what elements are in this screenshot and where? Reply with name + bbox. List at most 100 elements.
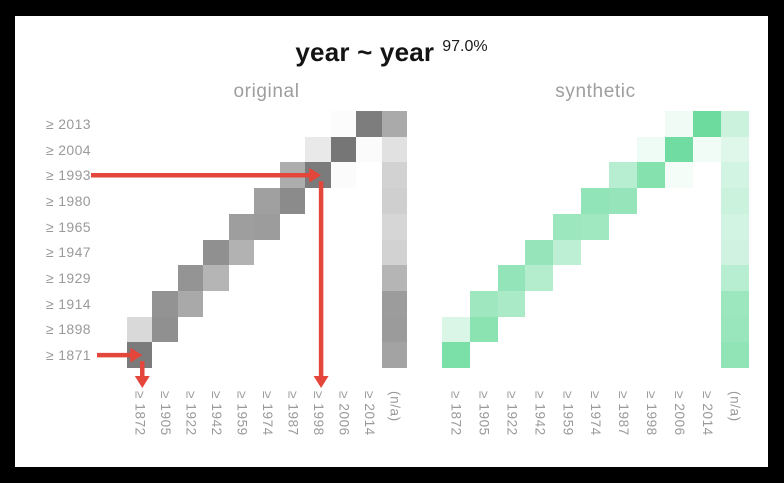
heatmap-cell [152, 316, 178, 343]
heatmap-cell [441, 342, 470, 368]
heatmap-cell [356, 342, 382, 368]
heatmap-cell [178, 342, 204, 368]
heatmap-cell [330, 162, 357, 189]
heatmap-cell [442, 111, 470, 137]
heatmap-cell [305, 317, 331, 343]
heatmap-cell [693, 317, 721, 343]
heatmap-cell [152, 240, 178, 266]
heatmap-cell [203, 342, 229, 368]
heatmap-cell [581, 291, 609, 317]
heatmap-cell [280, 291, 306, 317]
heatmap-cell [442, 188, 470, 214]
heatmap-cell [720, 213, 749, 240]
heatmap-cell [525, 265, 554, 291]
heatmap-cell [692, 111, 721, 137]
y-axis-label: ≥ 1929 [45, 270, 91, 287]
heatmap-cell [665, 342, 693, 368]
heatmap-cell [178, 111, 204, 137]
heatmap-cell [525, 162, 553, 188]
y-axis-labels: ≥ 2013 ≥ 2004 ≥ 1993 ≥ 1980 ≥ 1965 ≥ 1947 ≥ 19… [15, 111, 91, 368]
heatmap-cell [330, 111, 357, 137]
heatmap-cell [152, 111, 178, 137]
heatmap-cell [637, 162, 665, 189]
x-axis-label: ≥ 2006 [671, 391, 687, 436]
heatmap-cell [553, 213, 582, 240]
heatmap-cell [637, 188, 665, 214]
heatmap-cell [581, 111, 609, 137]
y-axis-label: ≥ 1993 [45, 167, 91, 184]
heatmap-synthetic [441, 111, 749, 368]
y-axis-label: ≥ 1965 [45, 218, 91, 235]
heatmap-cell [497, 265, 526, 291]
heatmap-cell [152, 342, 178, 368]
x-axis-label: ≥ 1987 [285, 391, 301, 436]
y-axis-label: ≥ 2004 [45, 141, 91, 158]
heatmap-cell [331, 265, 357, 291]
heatmap-cell [331, 188, 357, 214]
heatmap-cell [229, 291, 255, 317]
heatmap-cell [254, 162, 280, 188]
heatmap-cell [525, 137, 553, 163]
heatmap-cell [229, 317, 255, 343]
y-axis-label: ≥ 1871 [45, 347, 91, 364]
heatmap-cell [498, 137, 526, 163]
heatmap-cell [203, 111, 229, 137]
heatmap-cell [280, 317, 306, 343]
heatmap-cell [305, 136, 331, 163]
x-axis-label: ≥ 2014 [699, 391, 715, 436]
heatmap-cell [693, 188, 721, 214]
heatmap-cell [356, 291, 382, 317]
x-axis-label: ≥ 1998 [644, 391, 660, 436]
heatmap-cell [720, 290, 749, 317]
heatmap-cell [609, 162, 638, 189]
x-axis-label: ≥ 1987 [616, 391, 632, 436]
heatmap-cell [665, 214, 693, 240]
accuracy-value: 97.0% [442, 38, 488, 55]
heatmap-cell [720, 239, 749, 266]
panel-label-original: original [233, 81, 300, 102]
heatmap-cell [720, 316, 749, 343]
heatmap-cell [441, 316, 470, 343]
heatmap-cell [178, 162, 204, 188]
heatmap-cell [229, 162, 255, 188]
heatmap-cell [637, 136, 665, 163]
heatmap-cell [177, 265, 204, 291]
x-axis-label: ≥ 1922 [183, 391, 199, 436]
heatmap-cell [693, 162, 721, 188]
heatmap-cell [498, 162, 526, 188]
heatmap-cell [331, 342, 357, 368]
heatmap-cell [609, 291, 637, 317]
heatmap-cell [609, 265, 637, 291]
heatmap-cell [280, 111, 306, 137]
heatmap-cell [178, 240, 204, 266]
heatmap-cell [254, 342, 280, 368]
heatmap-cell [203, 137, 229, 163]
heatmap-cell [381, 290, 408, 317]
page-title: year ~ year 97.0% [15, 36, 768, 68]
heatmap-cell [609, 214, 637, 240]
heatmap-cell [356, 240, 382, 266]
heatmap-cell [254, 188, 280, 214]
heatmap-cell [581, 188, 610, 214]
heatmap-cell [498, 111, 526, 137]
y-axis-label: ≥ 1947 [45, 244, 91, 261]
heatmap-cell [581, 240, 609, 266]
heatmap-cell [356, 265, 382, 291]
heatmap-cell [442, 265, 470, 291]
heatmap-cell [470, 188, 498, 214]
heatmap-cell [305, 265, 331, 291]
heatmap-cell [254, 317, 280, 343]
heatmap-cell [228, 213, 255, 240]
heatmap-cell [331, 240, 357, 266]
heatmap-cell [152, 137, 178, 163]
heatmap-cell [720, 342, 749, 368]
heatmap-cell [692, 136, 721, 163]
heatmap-cell [280, 265, 306, 291]
heatmap-cell [470, 162, 498, 188]
x-axis-label: ≥ 2006 [336, 391, 352, 436]
x-axis-label: ≥ 1942 [532, 391, 548, 436]
heatmap-cell [152, 290, 178, 317]
arrow-col-1872-head [134, 376, 150, 388]
heatmap-cell [581, 317, 609, 343]
heatmap-cell [279, 162, 306, 189]
